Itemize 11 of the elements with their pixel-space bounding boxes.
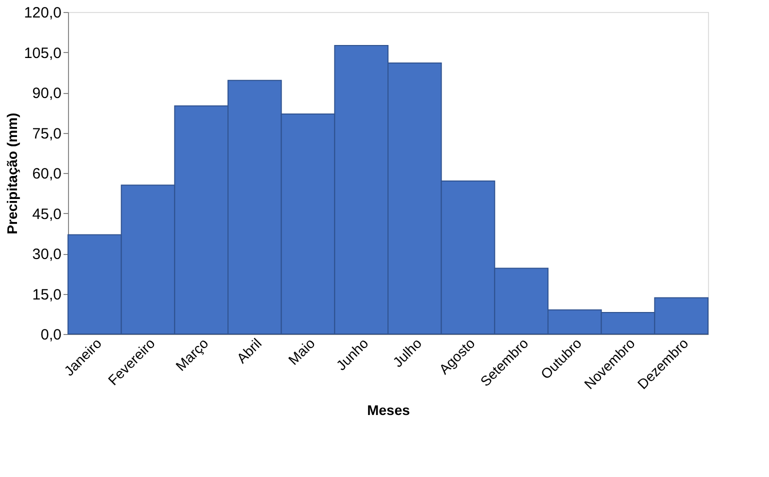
- y-tick-label: 75,0: [32, 125, 62, 142]
- y-tick-label: 105,0: [24, 44, 62, 62]
- y-tick-label: 30,0: [32, 246, 62, 263]
- y-tick-label: 120,0: [24, 4, 62, 22]
- y-tick-label: 90,0: [32, 85, 62, 102]
- y-tick-label: 60,0: [32, 166, 62, 182]
- x-axis-title: Meses: [367, 402, 410, 418]
- y-tick-label: 15,0: [32, 286, 62, 304]
- y-axis-title: Precipitação (mm): [4, 112, 20, 234]
- y-tick-label: 45,0: [32, 206, 62, 223]
- y-tick-label: 0,0: [40, 326, 62, 344]
